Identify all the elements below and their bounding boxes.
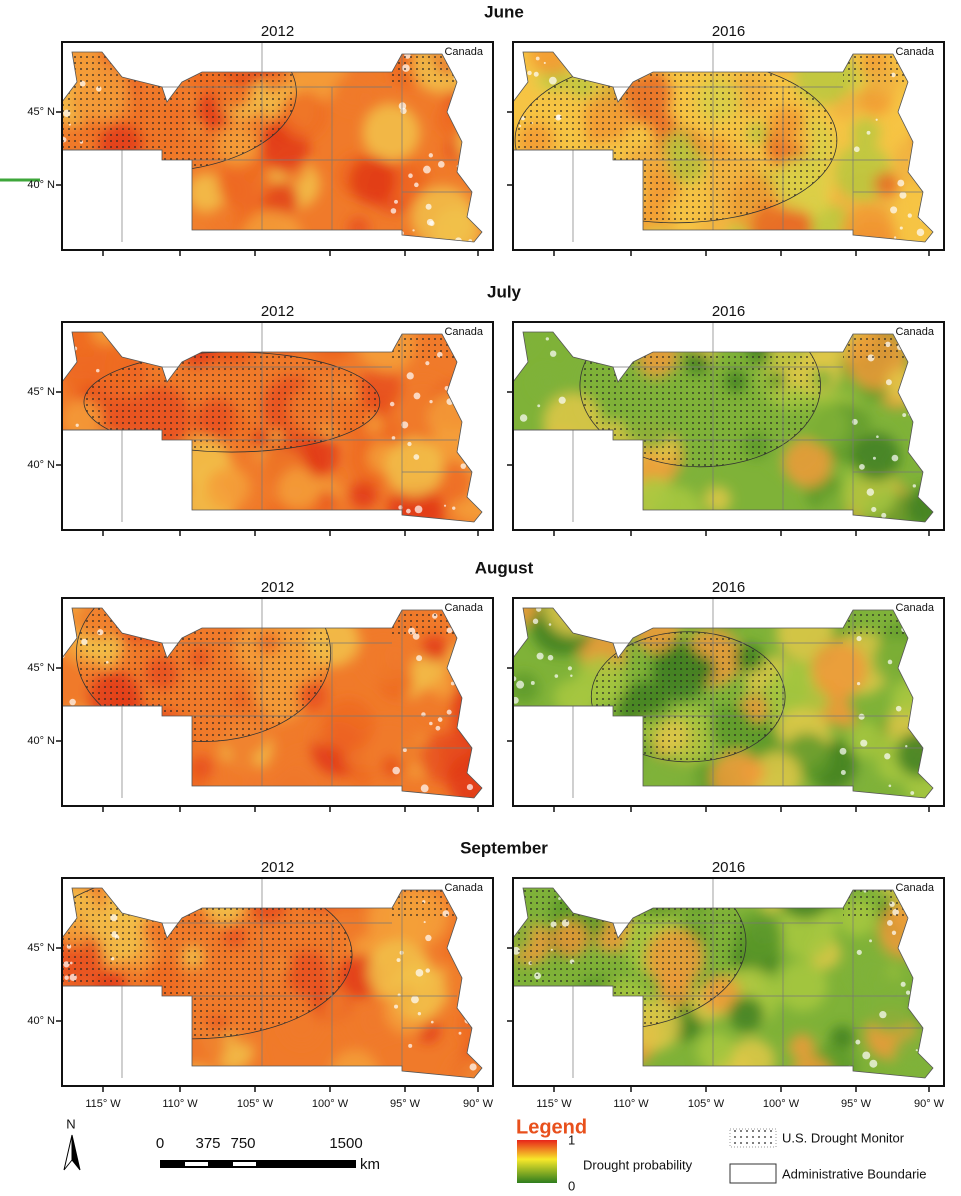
legend-boundaries: Administrative Boundarie (782, 1166, 927, 1181)
lon-label: 115° W (536, 1098, 572, 1110)
lon-label: 110° W (162, 1098, 198, 1110)
map-panel: 2012 Canada 45° N 40° N 115° W 110° W 105° W 10… (27, 853, 517, 1110)
country-label: Canada (444, 602, 483, 614)
lat-label: 40° N (27, 459, 55, 471)
lon-label: 95° W (841, 1098, 872, 1110)
legend-title: Legend (516, 1116, 587, 1138)
legend-low: 0 (568, 1178, 575, 1193)
map-panel: 2012 Canada 45° N 40° N (0, 12, 512, 279)
year-label: 2016 (712, 859, 745, 876)
lat-label: 45° N (27, 386, 55, 398)
lon-label: 90° W (463, 1098, 494, 1110)
map-panel: 2016 Canada (492, 573, 961, 820)
month-title: September (460, 838, 548, 857)
north-label: N (66, 1116, 75, 1131)
scale-tick: 375 (195, 1135, 220, 1152)
map-panel: 2016 Canada (501, 298, 949, 556)
map-panel: 2012 Canada 45° N 40° N (27, 303, 508, 550)
figure: June2012Canada45° N40° N2016CanadaJuly20… (0, 0, 961, 1196)
legend: Legend 1 0 Drought probability U.S. Drou… (516, 1116, 927, 1193)
country-label: Canada (895, 46, 934, 58)
lon-label: 105° W (237, 1098, 274, 1110)
year-label: 2012 (261, 859, 294, 876)
legend-dot-swatch (730, 1129, 776, 1147)
legend-gradient (517, 1140, 557, 1183)
country-label: Canada (444, 882, 483, 894)
north-arrow: N (64, 1116, 80, 1170)
scale-bar: 0 375 750 1500 km (156, 1135, 380, 1173)
year-label: 2016 (712, 303, 745, 320)
lat-label: 40° N (27, 1015, 55, 1027)
map-panel: 2016 Canada 115° W 110° W 105° W 100° W 95° W 9… (462, 853, 961, 1110)
country-label: Canada (895, 882, 934, 894)
legend-high: 1 (568, 1132, 575, 1147)
lon-label: 105° W (688, 1098, 725, 1110)
lon-label: 115° W (85, 1098, 121, 1110)
year-label: 2016 (712, 23, 745, 40)
legend-drought-monitor: U.S. Drought Monitor (782, 1130, 905, 1145)
drought-monitor-area (0, 12, 296, 172)
country-label: Canada (444, 326, 483, 338)
month-title: August (475, 558, 534, 577)
legend-gradient-label: Drought probability (583, 1157, 693, 1172)
month-title: June (484, 2, 524, 21)
lon-label: 90° W (914, 1098, 945, 1110)
year-label: 2012 (261, 23, 294, 40)
scale-unit: km (360, 1156, 380, 1173)
scale-tick: 1500 (329, 1135, 362, 1152)
country-label: Canada (895, 326, 934, 338)
lat-label: 45° N (27, 106, 55, 118)
scale-tick: 750 (230, 1135, 255, 1152)
country-label: Canada (895, 602, 934, 614)
map-panel: 2016 Canada (496, 23, 960, 271)
lon-label: 100° W (763, 1098, 800, 1110)
month-title: July (487, 282, 522, 301)
legend-boundary-swatch (730, 1164, 776, 1183)
lon-label: 100° W (312, 1098, 349, 1110)
lat-label: 45° N (27, 942, 55, 954)
year-label: 2016 (712, 579, 745, 596)
year-label: 2012 (261, 579, 294, 596)
country-label: Canada (444, 46, 483, 58)
year-label: 2012 (261, 303, 294, 320)
lat-label: 40° N (27, 179, 55, 191)
lon-label: 110° W (613, 1098, 649, 1110)
lat-label: 40° N (27, 735, 55, 747)
lat-label: 45° N (27, 662, 55, 674)
scale-tick: 0 (156, 1135, 164, 1152)
lon-label: 95° W (390, 1098, 421, 1110)
map-panel: 2012 Canada 45° N 40° N (27, 565, 513, 834)
